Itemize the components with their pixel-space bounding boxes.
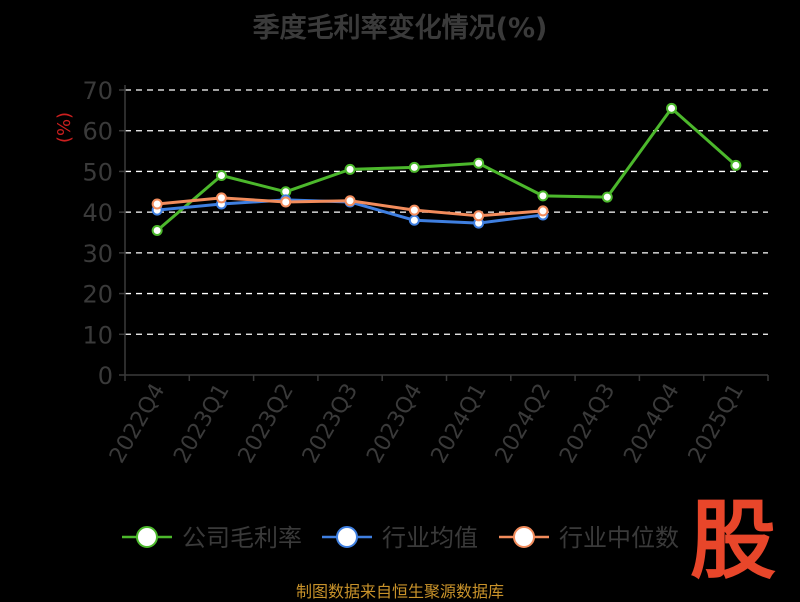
x-tick-label: 2025Q1 xyxy=(684,380,749,468)
y-tick-label: 10 xyxy=(82,321,113,349)
logo-mark: 股 xyxy=(690,491,776,591)
x-tick-label: 2023Q4 xyxy=(362,380,427,468)
y-tick-label: 70 xyxy=(82,77,113,105)
x-tick-label: 2024Q2 xyxy=(491,380,556,468)
data-point xyxy=(151,198,163,210)
legend-label: 行业均值 xyxy=(382,524,478,552)
data-point xyxy=(280,196,292,208)
x-tick-label: 2023Q1 xyxy=(169,380,234,468)
y-tick-label: 60 xyxy=(82,118,113,146)
x-tick-label: 2022Q4 xyxy=(105,380,170,468)
data-point xyxy=(730,159,742,171)
x-tick-label: 2023Q3 xyxy=(298,380,363,468)
data-point xyxy=(473,157,485,169)
y-tick-label: 50 xyxy=(82,158,113,186)
data-point xyxy=(537,205,549,217)
x-tick-label: 2023Q2 xyxy=(234,380,299,468)
y-tick-label: 0 xyxy=(98,362,113,390)
y-tick-label: 30 xyxy=(82,240,113,268)
data-point xyxy=(344,195,356,207)
data-point xyxy=(344,163,356,175)
legend-label: 公司毛利率 xyxy=(182,524,302,552)
legend-marker xyxy=(136,526,158,548)
legend-label: 行业中位数 xyxy=(559,524,679,552)
data-point xyxy=(537,190,549,202)
x-tick-label: 2024Q3 xyxy=(555,380,620,468)
legend-marker xyxy=(513,526,535,548)
data-point xyxy=(151,224,163,236)
chart-title: 季度毛利率变化情况(%) xyxy=(252,13,548,44)
data-point xyxy=(408,161,420,173)
y-tick-label: 40 xyxy=(82,199,113,227)
series-line xyxy=(156,106,737,232)
data-point xyxy=(601,191,613,203)
x-tick-label: 2024Q4 xyxy=(619,380,684,468)
source-footer: 制图数据来自恒生聚源数据库 xyxy=(295,582,504,601)
data-point xyxy=(215,170,227,181)
data-point xyxy=(666,102,678,114)
y-tick-label: 20 xyxy=(82,281,113,309)
data-point xyxy=(215,192,227,204)
legend-marker xyxy=(336,526,358,548)
data-point xyxy=(408,204,420,216)
y-axis-label: (%) xyxy=(54,112,75,143)
data-point xyxy=(473,210,485,222)
data-point xyxy=(408,214,420,226)
x-tick-label: 2024Q1 xyxy=(427,380,492,468)
